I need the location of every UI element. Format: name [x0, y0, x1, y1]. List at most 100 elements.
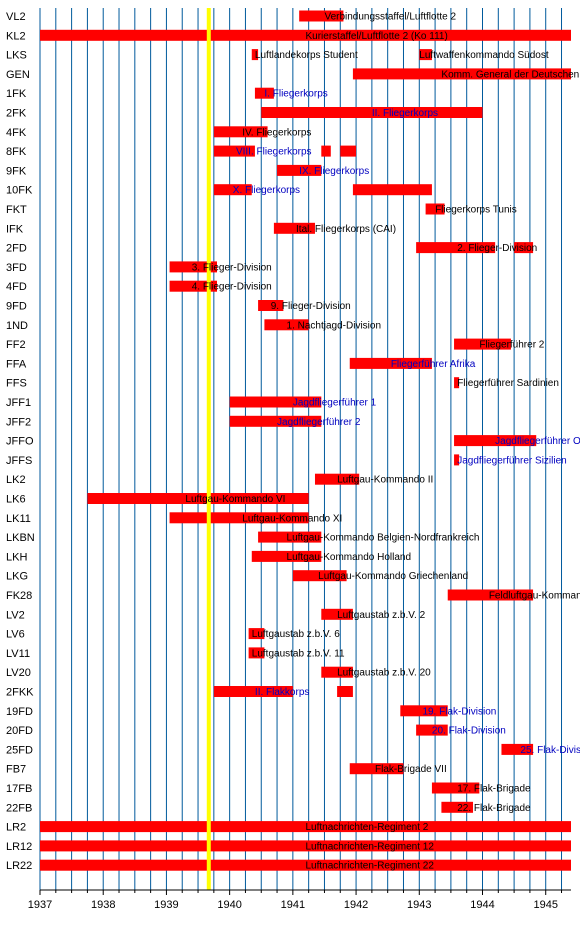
bar: [431, 782, 480, 794]
bar: [40, 821, 571, 833]
row-label: FKT: [6, 204, 27, 216]
bar: [447, 589, 534, 601]
bar-label: Luftnachrichten-Regiment 22: [306, 861, 435, 872]
bar-label: Fliegerführer Afrika: [391, 359, 476, 370]
bar: [213, 184, 252, 196]
bar: [454, 377, 460, 389]
row-label: LK11: [6, 513, 31, 525]
row-label: LR12: [6, 841, 32, 853]
row-label: 25FD: [6, 744, 33, 756]
bar: [169, 261, 217, 273]
bar-label: IV. Fliegerkorps: [242, 127, 311, 138]
x-tick-label: 1942: [344, 899, 368, 911]
bar: [254, 87, 274, 99]
bar-label: Jagdfliegerführer 2: [277, 417, 361, 428]
bar: [213, 126, 268, 138]
row-label: LKH: [6, 551, 27, 563]
bar: [299, 10, 344, 22]
row-label: 2FK: [6, 108, 27, 120]
bar: [454, 338, 511, 350]
bar-label: Kurierstaffel/Luftflotte 2 (Ko 111): [306, 31, 448, 42]
bar-label: I. Fliegerkorps: [264, 89, 327, 100]
bar-label: Luftlandekorps Student: [255, 50, 358, 61]
x-tick-label: 1941: [281, 899, 305, 911]
bar: [169, 280, 217, 292]
bar: [441, 801, 474, 813]
bar: [425, 203, 445, 215]
row-label: JFFO: [6, 436, 34, 448]
row-label: LKBN: [6, 532, 35, 544]
row-label: 17FB: [6, 783, 32, 795]
bar-label: Luftgau-Kommando XI: [242, 513, 342, 524]
bar: [273, 222, 315, 234]
bar-label: Luftgau-Kommando Holland: [287, 552, 412, 563]
bar: [321, 608, 353, 620]
bar: [229, 396, 322, 408]
bar: [352, 184, 432, 196]
bar-label: X. Fliegerkorps: [233, 185, 300, 196]
bar: [248, 647, 265, 659]
row-label: JFF2: [6, 416, 31, 428]
row-label: 2FKK: [6, 687, 34, 699]
bar-label: Jagdfliegerführer Sizilien: [457, 455, 567, 466]
bar-label: Luftgaustab z.b.V. 2: [337, 610, 425, 621]
bar: [292, 570, 347, 582]
bar: [454, 454, 460, 466]
bar: [321, 145, 331, 157]
row-label: 9FD: [6, 301, 27, 313]
bar-label: 17. Flak-Brigade: [457, 784, 531, 795]
bar-label: 22. Flak-Brigade: [457, 803, 531, 814]
bar-label: Fliegerführer 2: [479, 340, 544, 351]
row-label: LV2: [6, 609, 25, 621]
bar-label: Luftgau-Kommando Belgien-Nordfrankreich: [287, 533, 480, 544]
bar: [229, 415, 322, 427]
bar: [248, 628, 265, 640]
x-tick-label: 1944: [470, 899, 494, 911]
bar-label: Luftgaustab z.b.V. 11: [252, 648, 345, 659]
bar-label: Luftgaustab z.b.V. 6: [252, 629, 340, 640]
row-label: FB7: [6, 764, 26, 776]
row-label: LK2: [6, 474, 26, 486]
bar-label: 20. Flak-Division: [432, 726, 506, 737]
row-label: 1ND: [6, 320, 28, 332]
row-label: IFK: [6, 223, 24, 235]
row-label: 20FD: [6, 725, 33, 737]
grid-lines: [39, 8, 563, 890]
bar-label: Luftgau-Kommando Griechenland: [318, 571, 468, 582]
bar: [40, 859, 571, 871]
x-tick-label: 1938: [91, 899, 115, 911]
bar: [258, 531, 322, 543]
row-label: 22FB: [6, 802, 32, 814]
row-label: 9FK: [6, 165, 27, 177]
row-label: 4FK: [6, 127, 27, 139]
bar-label: Komm. General der Deutschen: [441, 69, 579, 80]
bar-label: 4. Flieger-Division: [192, 282, 272, 293]
row-labels-layer: VL2 KL2 LKS GEN 1FK 2FK 4FK 8FK 9FK 10FK FKT IFK 2FD…: [6, 11, 35, 872]
bar: [321, 666, 353, 678]
bar: [349, 763, 404, 775]
bar-label: 3. Flieger-Division: [192, 262, 272, 273]
bar: [400, 705, 448, 717]
row-label: LK6: [6, 494, 26, 506]
bar: [277, 164, 322, 176]
bar: [349, 357, 432, 369]
bar-label: Luftgau-Kommando VI: [185, 494, 285, 505]
bar-label: Flak-Brigade VII: [375, 764, 447, 775]
row-label: FF2: [6, 339, 26, 351]
bar-label: Fliegerführer Sardinien: [457, 378, 559, 389]
bar-label: 9. Flieger-Division: [271, 301, 351, 312]
row-label: 2FD: [6, 243, 27, 255]
bar: [40, 29, 571, 41]
bar: [454, 435, 537, 447]
bar: [514, 242, 534, 254]
x-tick-label: 1939: [154, 899, 178, 911]
bar-label: Luftgau-Kommando II: [337, 475, 433, 486]
row-label: 10FK: [6, 185, 33, 197]
bar: [264, 319, 309, 331]
row-label: LKS: [6, 50, 27, 62]
bar-label: 2. Flieger-Division: [457, 243, 537, 254]
x-tick-label: 1943: [407, 899, 431, 911]
bar-label: 1. Nachtjagd-Division: [287, 320, 382, 331]
bar: [261, 107, 483, 118]
